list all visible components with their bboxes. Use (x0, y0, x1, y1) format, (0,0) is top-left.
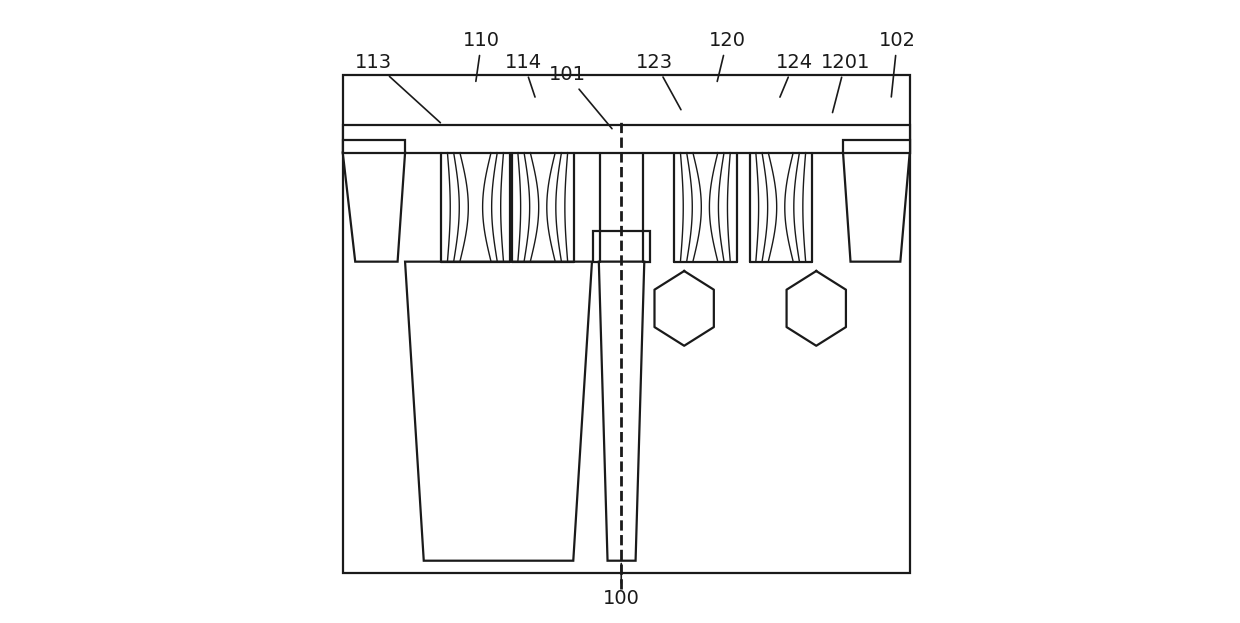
Text: 120: 120 (708, 31, 745, 82)
Text: 123: 123 (636, 53, 681, 110)
Text: 113: 113 (356, 53, 440, 123)
Polygon shape (843, 140, 910, 153)
Polygon shape (405, 262, 591, 561)
Text: 1201: 1201 (821, 53, 870, 113)
Polygon shape (342, 140, 405, 153)
Text: 124: 124 (776, 53, 813, 97)
Text: 114: 114 (505, 53, 542, 97)
Text: 102: 102 (879, 31, 915, 97)
Text: 100: 100 (603, 563, 640, 607)
Polygon shape (342, 75, 910, 573)
Polygon shape (843, 153, 910, 262)
Polygon shape (342, 153, 405, 262)
Text: 101: 101 (548, 65, 613, 129)
Polygon shape (593, 231, 650, 262)
Polygon shape (599, 262, 645, 561)
Polygon shape (342, 125, 910, 153)
Text: 110: 110 (464, 31, 500, 82)
